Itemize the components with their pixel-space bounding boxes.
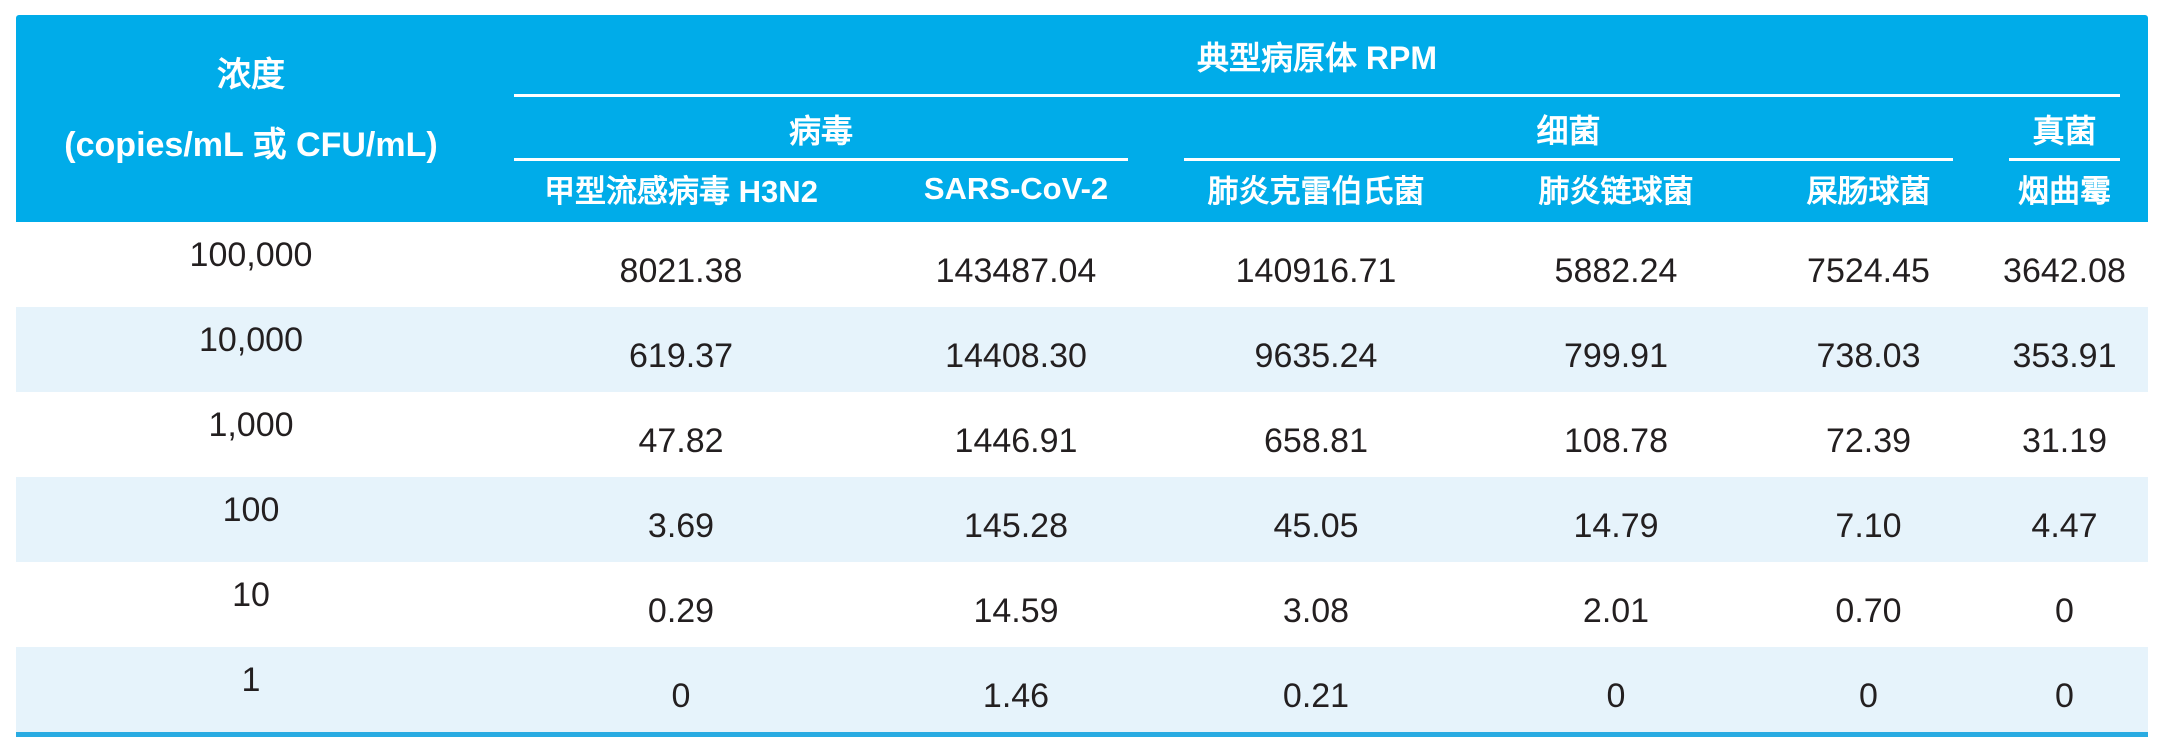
header-divider [514,94,2120,97]
rpm-value: 0 [1606,677,1626,715]
header-divider [1184,158,1953,161]
rpm-value: 14.59 [973,592,1059,630]
column-header-sars-cov-2: SARS-CoV-2 [923,170,1109,206]
concentration-value: 1 [241,661,261,699]
rpm-value: 31.19 [2021,422,2108,460]
pathogen-rpm-table: 浓度 (copies/mL 或 CFU/mL) 典型病原体 RPM 病毒 细菌 … [16,15,2148,737]
concentration-value: 10,000 [199,321,303,359]
concentration-column-header: 浓度 (copies/mL 或 CFU/mL) [16,15,486,222]
rpm-value: 658.81 [1264,422,1368,460]
rpm-value: 0 [2055,592,2074,630]
rpm-value: 3.69 [647,507,715,545]
rpm-value: 72.39 [1825,422,1912,460]
rpm-value: 14.79 [1573,507,1659,545]
rpm-value: 45.05 [1273,507,1359,545]
column-header-influenza-h3n2: 甲型流感病毒 H3N2 [544,174,818,209]
rpm-value: 140916.71 [1235,252,1397,290]
rpm-value: 0.29 [647,592,715,630]
column-header-klebsiella-pneumoniae: 肺炎克雷伯氏菌 [1207,174,1425,209]
table-row: 100 3.69 145.28 45.05 14.79 7.10 4.47 [16,477,2148,562]
table-row: 1,000 47.82 1446.91 658.81 108.78 72.39 … [16,392,2148,477]
rpm-value: 1446.91 [954,422,1078,460]
header-divider [514,158,1128,161]
column-header-streptococcus-pneumoniae: 肺炎链球菌 [1538,174,1694,209]
table-row: 10 0.29 14.59 3.08 2.01 0.70 0 [16,562,2148,647]
concentration-value: 100 [222,491,280,529]
fungi-group-label: 真菌 [2032,113,2097,149]
rpm-value: 1.46 [982,677,1050,715]
rpm-value: 0 [671,677,691,715]
table-row: 1 0 1.46 0.21 0 0 0 [16,647,2148,732]
bacteria-group-header: 细菌 [1156,97,1981,161]
rpm-value: 0 [1859,677,1878,715]
column-header-aspergillus-fumigatus: 烟曲霉 [2018,174,2111,209]
column-header-enterococcus-faecium: 屎肠球菌 [1806,174,1931,209]
concentration-header-line2: (copies/mL 或 CFU/mL) [64,125,438,164]
rpm-value: 619.37 [629,337,733,375]
rpm-value: 9635.24 [1254,337,1378,375]
rpm-value: 738.03 [1816,337,1921,375]
rpm-value: 3.08 [1282,592,1350,630]
rpm-value: 8021.38 [619,252,743,290]
rpm-value: 353.91 [2012,337,2117,375]
concentration-value: 10 [232,576,270,614]
concentration-value: 100,000 [189,236,313,274]
rpm-value: 7524.45 [1807,252,1930,290]
rpm-value: 0 [2055,677,2074,715]
rpm-group-title: 典型病原体 RPM [486,15,2148,97]
rpm-value: 7.10 [1835,507,1902,545]
rpm-value: 0.21 [1282,677,1350,715]
table-header: 浓度 (copies/mL 或 CFU/mL) 典型病原体 RPM 病毒 细菌 … [16,15,2148,222]
table-bottom-border [16,732,2148,737]
bacteria-group-label: 细菌 [1536,113,1601,149]
rpm-value: 0.70 [1835,592,1902,630]
rpm-value: 5882.24 [1554,252,1678,290]
rpm-value: 2.01 [1582,592,1650,630]
table-body: 100,000 8021.38 143487.04 140916.71 5882… [16,222,2148,732]
concentration-value: 1,000 [208,406,294,444]
table-row: 10,000 619.37 14408.30 9635.24 799.91 73… [16,307,2148,392]
table-row: 100,000 8021.38 143487.04 140916.71 5882… [16,222,2148,307]
rpm-value: 143487.04 [935,252,1097,290]
virus-group-header: 病毒 [486,97,1156,161]
header-divider [2009,158,2120,161]
rpm-value: 14408.30 [945,337,1087,375]
rpm-value: 4.47 [2031,507,2098,545]
rpm-group-title-label: 典型病原体 RPM [1196,40,1437,76]
rpm-value: 108.78 [1564,422,1668,460]
rpm-value: 3642.08 [2003,252,2126,290]
rpm-value: 145.28 [964,507,1068,545]
virus-group-label: 病毒 [788,113,853,149]
rpm-value: 799.91 [1564,337,1668,375]
fungi-group-header: 真菌 [1981,97,2148,161]
rpm-value: 47.82 [638,422,724,460]
concentration-header-line1: 浓度 [217,56,285,95]
